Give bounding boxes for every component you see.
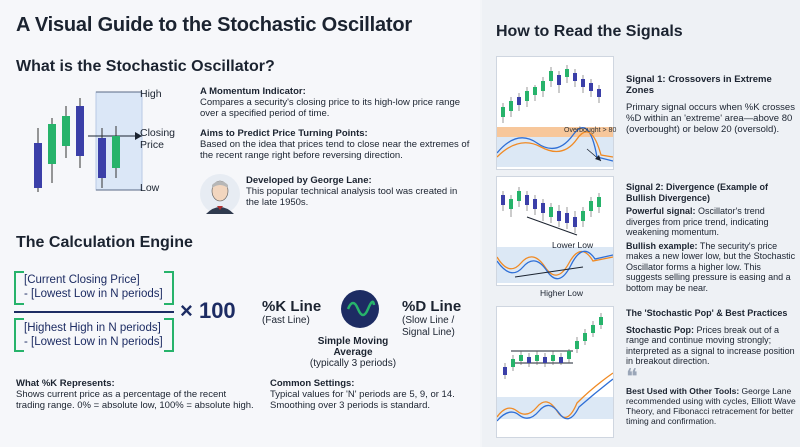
bracket-left xyxy=(14,318,24,352)
bracket-left xyxy=(14,271,24,305)
range-candle-chart xyxy=(34,91,143,192)
signal3-title: The 'Stochastic Pop' & Best Practices xyxy=(626,308,788,318)
formula-numerator: [Current Closing Price] - [Lowest Low in… xyxy=(24,274,163,300)
candle xyxy=(62,106,70,158)
lower-low-label: Lower Low xyxy=(552,240,594,250)
settings-body: Typical values for 'N' periods are 5, 9,… xyxy=(270,389,455,411)
signal2-title: Signal 2: Divergence (Example of Bullish… xyxy=(626,182,769,203)
momentum-heading: A Momentum Indicator: xyxy=(200,86,306,97)
signal2-chart xyxy=(496,176,614,286)
candle xyxy=(112,126,120,178)
label-closing: Closing Price xyxy=(140,127,176,151)
signal2-p2-text: The security's price makes a new lower l… xyxy=(626,240,796,293)
signal2-p2: Bullish example: The security's price ma… xyxy=(626,241,796,294)
d-line-title: %D Line xyxy=(402,298,462,315)
what-k-heading: What %K Represents: xyxy=(16,378,115,389)
sine-wave-icon xyxy=(341,290,379,328)
signal3-p1: Stochastic Pop: Prices break out of a ra… xyxy=(626,325,796,367)
left-panel xyxy=(0,0,480,447)
aims-body: Based on the idea that prices tend to cl… xyxy=(200,139,470,161)
label-low: Low xyxy=(140,182,160,194)
bracket-right xyxy=(164,271,174,305)
d-line-sub: (Slow Line / Signal Line) xyxy=(402,315,455,338)
higher-low-label: Higher Low xyxy=(540,288,583,298)
signal3-chart xyxy=(496,306,614,438)
signal2-p2-bold: Bullish example: xyxy=(626,240,698,251)
page-title: A Visual Guide to the Stochastic Oscilla… xyxy=(16,14,412,36)
section-calc-heading: The Calculation Engine xyxy=(16,234,193,251)
momentum-body: Compares a security's closing price to i… xyxy=(200,97,461,119)
formula-denominator: [Highest High in N periods] - [Lowest Lo… xyxy=(24,322,163,348)
sma-title: Simple Moving Average xyxy=(317,336,389,358)
signal2-p1: Powerful signal: Oscillator's trend dive… xyxy=(626,206,796,238)
what-k-body: Shows current price as a percentage of t… xyxy=(16,389,254,411)
section-what-heading: What is the Stochastic Oscillator? xyxy=(16,58,275,75)
candle xyxy=(76,98,84,168)
developer-heading: Developed by George Lane: xyxy=(246,175,372,186)
developer-body: This popular technical analysis tool was… xyxy=(246,186,458,208)
george-lane-portrait xyxy=(200,174,240,214)
sma-sub: (typically 3 periods) xyxy=(309,358,397,369)
quote-icon: ❝ xyxy=(626,365,638,390)
label-high: High xyxy=(140,88,162,100)
signal3-p1-bold: Stochastic Pop: xyxy=(626,324,695,335)
candle xyxy=(98,128,106,188)
aims-heading: Aims to Predict Price Turning Points: xyxy=(200,128,368,139)
fraction-bar xyxy=(14,311,174,313)
candle xyxy=(34,128,42,192)
formula-multiplier: × 100 xyxy=(180,298,236,323)
bracket-right xyxy=(164,318,174,352)
quote-bold: Best Used with Other Tools: xyxy=(626,386,740,396)
signal1-title: Signal 1: Crossovers in Extreme Zones xyxy=(626,74,772,96)
settings-heading: Common Settings: xyxy=(270,378,355,389)
k-line-title: %K Line xyxy=(262,298,322,315)
overbought-label: Overbought > 80 xyxy=(564,127,617,134)
k-line-sub: (Fast Line) xyxy=(262,315,310,326)
signal3-p1-text: Prices break out of a range and continue… xyxy=(626,324,795,367)
quote-text: George Lane recommended using with cycle… xyxy=(626,386,796,426)
candle xyxy=(48,118,56,183)
best-practice-note: Best Used with Other Tools: George Lane … xyxy=(626,386,796,426)
signal1-body: Primary signal occurs when %K crosses %D… xyxy=(626,102,795,135)
signal1-chart xyxy=(496,56,614,170)
signal2-p1-text: Oscillator's trend diverges from price t… xyxy=(626,206,769,237)
section-read-heading: How to Read the Signals xyxy=(496,23,683,40)
signal2-p1-bold: Powerful signal: xyxy=(626,206,696,216)
